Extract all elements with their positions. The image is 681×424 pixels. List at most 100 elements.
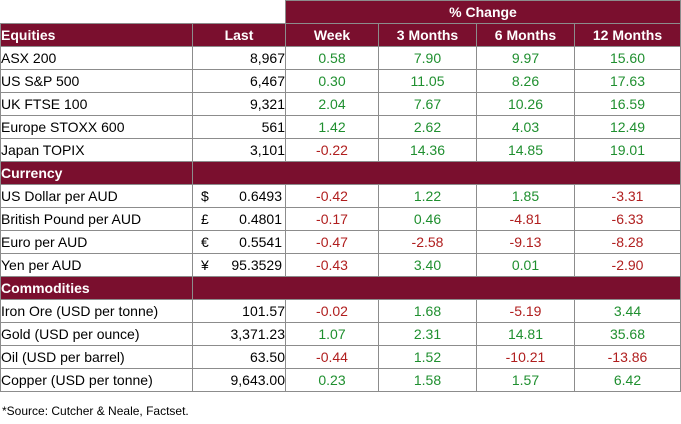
section-title: Equities bbox=[0, 23, 193, 47]
pct-change-m12: 6.42 bbox=[574, 368, 681, 392]
table-row: British Pound per AUD £0.4801 -0.17 0.46 -4.… bbox=[0, 207, 681, 231]
table-row: Yen per AUD ¥95.3529 -0.43 3.40 0.01 -2.90 bbox=[0, 253, 681, 277]
row-label: Copper (USD per tonne) bbox=[0, 368, 193, 392]
last-value: 9,643.00 bbox=[192, 368, 286, 392]
last-value: 0.6493 bbox=[239, 188, 282, 204]
pct-change-m12: -8.28 bbox=[574, 230, 681, 254]
column-header-6-months: 6 Months bbox=[476, 23, 575, 47]
pct-change-m3: 2.62 bbox=[378, 115, 477, 139]
pct-change-week: -0.22 bbox=[285, 138, 379, 162]
pct-change-week: -0.42 bbox=[285, 184, 379, 208]
row-label: Europe STOXX 600 bbox=[0, 115, 193, 139]
pct-change-m3: 7.90 bbox=[378, 46, 477, 70]
last-value-cell: £0.4801 bbox=[192, 207, 286, 231]
column-header-last: Last bbox=[192, 23, 286, 47]
pct-change-m6: -4.81 bbox=[476, 207, 575, 231]
last-value: 3,371.23 bbox=[192, 322, 286, 346]
row-label: US S&P 500 bbox=[0, 69, 193, 93]
pct-change-m3: 1.68 bbox=[378, 299, 477, 323]
pct-change-week: 0.58 bbox=[285, 46, 379, 70]
currency-symbol: € bbox=[201, 234, 209, 250]
source-footnote: *Source: Cutcher & Neale, Factset. bbox=[2, 404, 189, 418]
currency-symbol: $ bbox=[201, 188, 209, 204]
pct-change-week: -0.44 bbox=[285, 345, 379, 369]
pct-change-week: -0.17 bbox=[285, 207, 379, 231]
table-row: Euro per AUD €0.5541 -0.47 -2.58 -9.13 -8.28 bbox=[0, 230, 681, 254]
section-header-row: Commodities bbox=[0, 276, 681, 300]
pct-change-m12: -6.33 bbox=[574, 207, 681, 231]
pct-change-m12: 19.01 bbox=[574, 138, 681, 162]
table-row: Copper (USD per tonne) 9,643.00 0.23 1.58 1.… bbox=[0, 368, 681, 392]
section-header-fill bbox=[192, 161, 681, 185]
row-label: British Pound per AUD bbox=[0, 207, 193, 231]
pct-change-week: 2.04 bbox=[285, 92, 379, 116]
pct-change-week: 0.30 bbox=[285, 69, 379, 93]
market-table-body: % Change Equities Last Week 3 Months 6 Month… bbox=[0, 0, 681, 392]
row-label: US Dollar per AUD bbox=[0, 184, 193, 208]
pct-change-m6: 1.85 bbox=[476, 184, 575, 208]
market-table: % Change Equities Last Week 3 Months 6 Month… bbox=[0, 0, 681, 392]
column-header-week: Week bbox=[285, 23, 379, 47]
table-row: US Dollar per AUD $0.6493 -0.42 1.22 1.85 -3.… bbox=[0, 184, 681, 208]
pct-change-m6: 14.85 bbox=[476, 138, 575, 162]
pct-change-m12: 3.44 bbox=[574, 299, 681, 323]
table-row: Gold (USD per ounce) 3,371.23 1.07 2.31 14.8… bbox=[0, 322, 681, 346]
last-value: 101.57 bbox=[192, 299, 286, 323]
pct-change-m12: -3.31 bbox=[574, 184, 681, 208]
pct-change-m6: 14.81 bbox=[476, 322, 575, 346]
row-label: Euro per AUD bbox=[0, 230, 193, 254]
pct-change-week: -0.02 bbox=[285, 299, 379, 323]
pct-change-m12: -2.90 bbox=[574, 253, 681, 277]
row-label: Oil (USD per barrel) bbox=[0, 345, 193, 369]
header-spacer bbox=[0, 0, 193, 24]
column-header-12-months: 12 Months bbox=[574, 23, 681, 47]
pct-change-m3: 1.58 bbox=[378, 368, 477, 392]
last-value: 95.3529 bbox=[231, 257, 282, 273]
pct-change-week: -0.47 bbox=[285, 230, 379, 254]
column-header-3-months: 3 Months bbox=[378, 23, 477, 47]
table-row: Japan TOPIX 3,101 -0.22 14.36 14.85 19.01 bbox=[0, 138, 681, 162]
last-value: 9,321 bbox=[192, 92, 286, 116]
table-row: UK FTSE 100 9,321 2.04 7.67 10.26 16.59 bbox=[0, 92, 681, 116]
pct-change-m6: 4.03 bbox=[476, 115, 575, 139]
header-spacer bbox=[192, 0, 286, 24]
pct-change-week: 1.42 bbox=[285, 115, 379, 139]
last-value-cell: ¥95.3529 bbox=[192, 253, 286, 277]
last-value: 8,967 bbox=[192, 46, 286, 70]
currency-symbol: £ bbox=[201, 211, 209, 227]
pct-change-m3: 3.40 bbox=[378, 253, 477, 277]
pct-change-week: 0.23 bbox=[285, 368, 379, 392]
pct-change-m6: 10.26 bbox=[476, 92, 575, 116]
pct-change-m3: 2.31 bbox=[378, 322, 477, 346]
pct-change-m3: 0.46 bbox=[378, 207, 477, 231]
pct-change-title: % Change bbox=[285, 0, 681, 24]
pct-change-m3: 1.22 bbox=[378, 184, 477, 208]
pct-change-m6: 9.97 bbox=[476, 46, 575, 70]
pct-change-m3: 1.52 bbox=[378, 345, 477, 369]
pct-change-m12: 16.59 bbox=[574, 92, 681, 116]
last-value: 6,467 bbox=[192, 69, 286, 93]
row-label: Iron Ore (USD per tonne) bbox=[0, 299, 193, 323]
last-value: 0.4801 bbox=[239, 211, 282, 227]
pct-change-m3: 7.67 bbox=[378, 92, 477, 116]
last-value: 0.5541 bbox=[239, 234, 282, 250]
last-value-cell: $0.6493 bbox=[192, 184, 286, 208]
row-label: Japan TOPIX bbox=[0, 138, 193, 162]
last-value-cell: €0.5541 bbox=[192, 230, 286, 254]
pct-change-header-row: % Change bbox=[0, 0, 681, 24]
pct-change-week: 1.07 bbox=[285, 322, 379, 346]
pct-change-m12: 17.63 bbox=[574, 69, 681, 93]
pct-change-m12: 15.60 bbox=[574, 46, 681, 70]
currency-symbol: ¥ bbox=[201, 257, 209, 273]
pct-change-m3: -2.58 bbox=[378, 230, 477, 254]
table-row: Europe STOXX 600 561 1.42 2.62 4.03 12.49 bbox=[0, 115, 681, 139]
pct-change-m6: -9.13 bbox=[476, 230, 575, 254]
table-row: US S&P 500 6,467 0.30 11.05 8.26 17.63 bbox=[0, 69, 681, 93]
pct-change-m12: 12.49 bbox=[574, 115, 681, 139]
pct-change-m12: -13.86 bbox=[574, 345, 681, 369]
last-value: 63.50 bbox=[192, 345, 286, 369]
section-title: Currency bbox=[0, 161, 193, 185]
table-row: Oil (USD per barrel) 63.50 -0.44 1.52 -10.21… bbox=[0, 345, 681, 369]
row-label: Yen per AUD bbox=[0, 253, 193, 277]
pct-change-m6: 1.57 bbox=[476, 368, 575, 392]
